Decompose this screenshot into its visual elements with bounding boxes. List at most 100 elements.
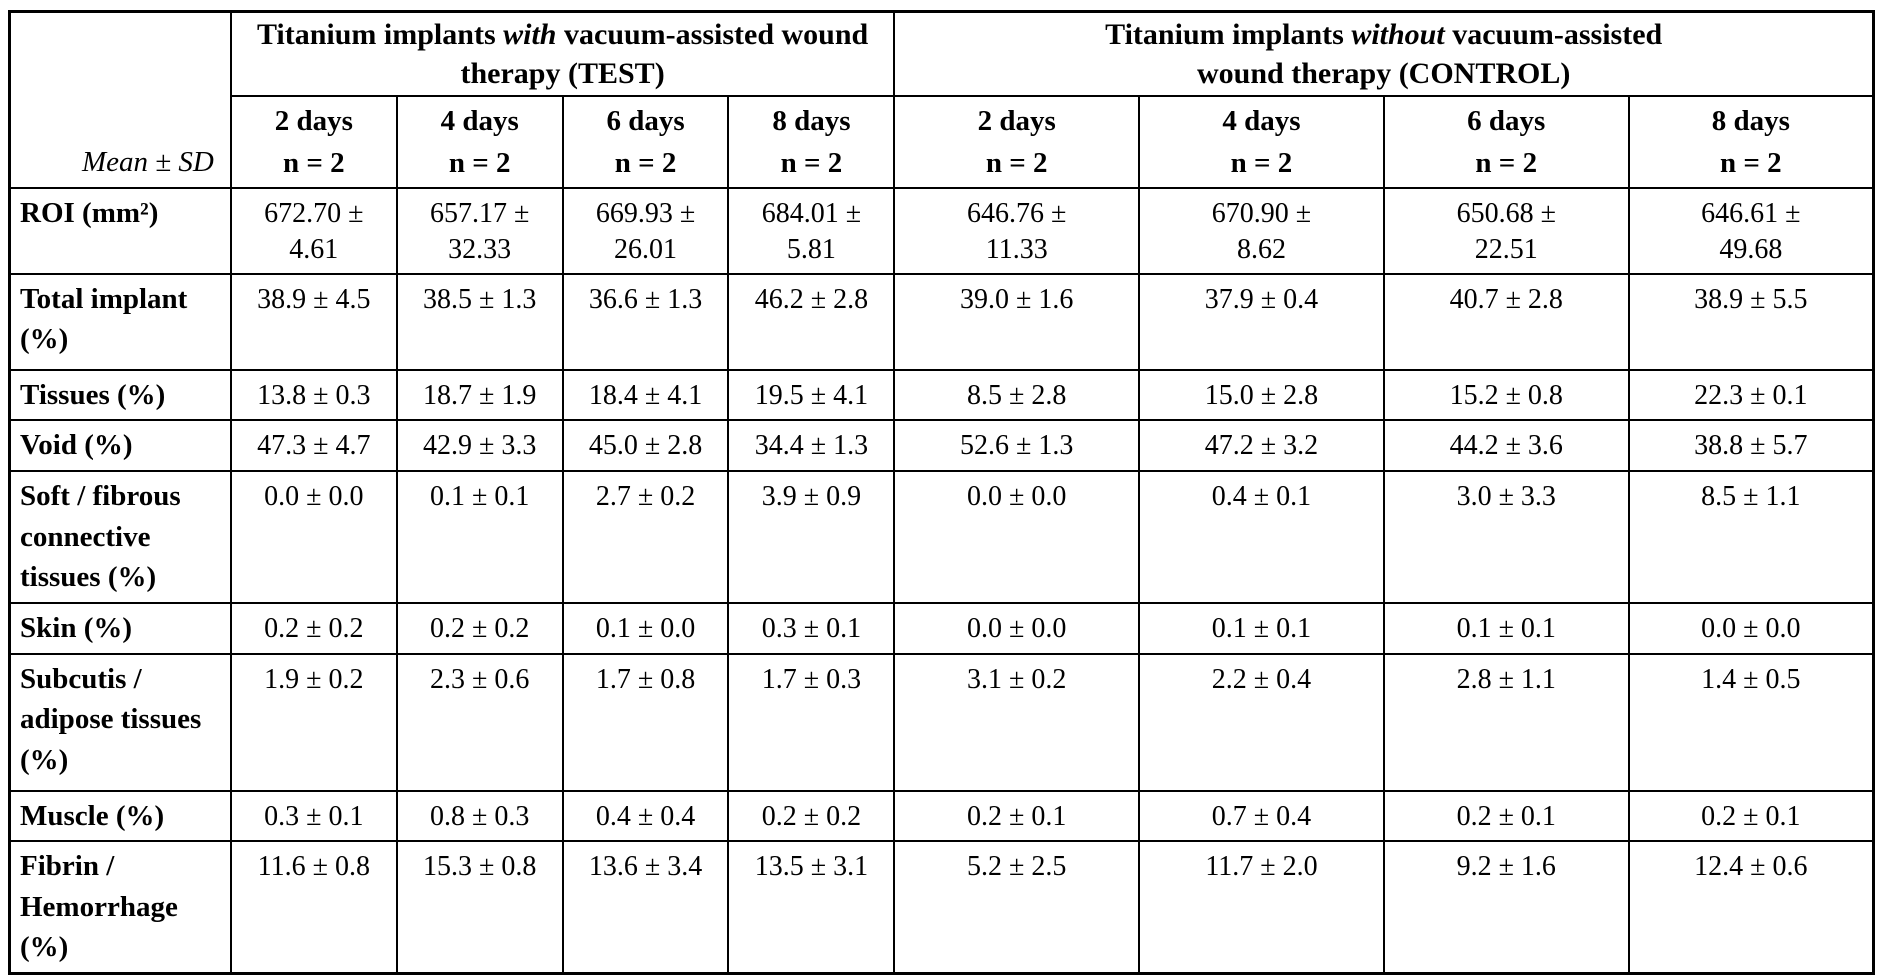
data-cell: 0.0 ± 0.0 — [893, 469, 1141, 604]
data-cell: 1.7 ± 0.3 — [727, 652, 896, 792]
corner-cell: Mean ± SD — [8, 10, 232, 189]
data-cell: 0.2 ± 0.1 — [1627, 789, 1875, 843]
data-cell: 2.7 ± 0.2 — [561, 469, 730, 604]
data-cell: 46.2 ± 2.8 — [727, 272, 896, 371]
data-cell: 0.2 ± 0.2 — [727, 789, 896, 843]
data-cell: 8.5 ± 2.8 — [893, 368, 1141, 422]
data-cell: 0.2 ± 0.1 — [893, 789, 1141, 843]
data-cell: 0.4 ± 0.1 — [1138, 469, 1385, 604]
data-cell: 0.2 ± 0.2 — [229, 601, 398, 655]
data-cell: 18.4 ± 4.1 — [561, 368, 730, 422]
row-label: Muscle (%) — [8, 789, 232, 843]
data-cell: 670.90 ± 8.62 — [1138, 187, 1385, 275]
data-cell: 1.7 ± 0.8 — [561, 652, 730, 792]
results-table: Mean ± SD Titanium implants with vacuum-… — [8, 10, 1875, 975]
data-cell: 13.6 ± 3.4 — [561, 840, 730, 975]
table-row: Muscle (%) 0.3 ± 0.1 0.8 ± 0.3 0.4 ± 0.4… — [8, 789, 1875, 843]
column-header-row: 2 days n = 2 4 days n = 2 6 days n = 2 8… — [10, 95, 1875, 189]
data-cell: 13.5 ± 3.1 — [727, 840, 896, 975]
data-cell: 15.0 ± 2.8 — [1138, 368, 1385, 422]
column-header-control-8days: 8 days n = 2 — [1627, 95, 1875, 189]
table-row: Tissues (%) 13.8 ± 0.3 18.7 ± 1.9 18.4 ±… — [8, 368, 1875, 422]
data-cell: 0.2 ± 0.2 — [395, 601, 564, 655]
data-cell: 0.0 ± 0.0 — [1627, 601, 1875, 655]
data-cell: 0.1 ± 0.0 — [561, 601, 730, 655]
table-row: Skin (%) 0.2 ± 0.2 0.2 ± 0.2 0.1 ± 0.0 0… — [8, 601, 1875, 655]
row-label: Skin (%) — [8, 601, 232, 655]
data-cell: 42.9 ± 3.3 — [395, 419, 564, 472]
data-cell: 38.8 ± 5.7 — [1627, 419, 1875, 472]
data-cell: 684.01 ± 5.81 — [727, 187, 896, 275]
data-cell: 0.0 ± 0.0 — [229, 469, 398, 604]
row-label: ROI (mm²) — [8, 187, 232, 275]
data-cell: 15.2 ± 0.8 — [1382, 368, 1630, 422]
data-cell: 1.9 ± 0.2 — [229, 652, 398, 792]
data-cell: 3.9 ± 0.9 — [727, 469, 896, 604]
table-row: Soft / fibrous connective tissues (%) 0.… — [8, 469, 1875, 604]
data-cell: 2.8 ± 1.1 — [1382, 652, 1630, 792]
data-cell: 9.2 ± 1.6 — [1382, 840, 1630, 975]
data-cell: 18.7 ± 1.9 — [395, 368, 564, 422]
data-cell: 0.3 ± 0.1 — [229, 789, 398, 843]
column-header-control-6days: 6 days n = 2 — [1382, 95, 1630, 189]
data-cell: 37.9 ± 0.4 — [1138, 272, 1385, 371]
data-cell: 0.0 ± 0.0 — [893, 601, 1141, 655]
data-cell: 11.7 ± 2.0 — [1138, 840, 1385, 975]
row-label: Fibrin / Hemorrhage (%) — [8, 840, 232, 975]
data-cell: 0.3 ± 0.1 — [727, 601, 896, 655]
row-label: Total implant (%) — [8, 272, 232, 371]
data-cell: 40.7 ± 2.8 — [1382, 272, 1630, 371]
group-title-italic: with — [503, 18, 557, 51]
data-cell: 0.1 ± 0.1 — [395, 469, 564, 604]
data-cell: 0.1 ± 0.1 — [1382, 601, 1630, 655]
table-row: ROI (mm²) 672.70 ± 4.61 657.17 ± 32.33 6… — [8, 187, 1875, 275]
data-cell: 1.4 ± 0.5 — [1627, 652, 1875, 792]
row-label: Void (%) — [8, 419, 232, 472]
data-cell: 669.93 ± 26.01 — [561, 187, 730, 275]
control-group-header: Titanium implants without vacuum-assiste… — [893, 10, 1875, 97]
data-cell: 0.4 ± 0.4 — [561, 789, 730, 843]
data-cell: 34.4 ± 1.3 — [727, 419, 896, 472]
data-cell: 646.76 ± 11.33 — [893, 187, 1141, 275]
data-cell: 0.8 ± 0.3 — [395, 789, 564, 843]
data-cell: 0.7 ± 0.4 — [1138, 789, 1385, 843]
table-row: Void (%) 47.3 ± 4.7 42.9 ± 3.3 45.0 ± 2.… — [8, 419, 1875, 472]
group-title-text: vacuum-assisted wound therapy (TEST) — [460, 18, 869, 90]
data-cell: 11.6 ± 0.8 — [229, 840, 398, 975]
data-cell: 646.61 ± 49.68 — [1627, 187, 1875, 275]
data-cell: 0.2 ± 0.1 — [1382, 789, 1630, 843]
group-title-text: vacuum-assisted wound therapy (CONTROL) — [1196, 18, 1663, 90]
column-header-test-8days: 8 days n = 2 — [727, 95, 896, 189]
data-cell: 2.2 ± 0.4 — [1138, 652, 1385, 792]
table-row: Subcutis / adipose tissues (%) 1.9 ± 0.2… — [8, 652, 1875, 792]
data-cell: 44.2 ± 3.6 — [1382, 419, 1630, 472]
row-label: Subcutis / adipose tissues (%) — [8, 652, 232, 792]
data-cell: 650.68 ± 22.51 — [1382, 187, 1630, 275]
data-cell: 8.5 ± 1.1 — [1627, 469, 1875, 604]
column-header-control-2days: 2 days n = 2 — [893, 95, 1141, 189]
row-label: Soft / fibrous connective tissues (%) — [8, 469, 232, 604]
column-header-test-4days: 4 days n = 2 — [395, 95, 564, 189]
column-header-test-6days: 6 days n = 2 — [561, 95, 730, 189]
data-cell: 13.8 ± 0.3 — [229, 368, 398, 422]
group-title-text: Titanium implants — [1105, 18, 1352, 51]
data-cell: 52.6 ± 1.3 — [893, 419, 1141, 472]
data-cell: 15.3 ± 0.8 — [395, 840, 564, 975]
data-cell: 2.3 ± 0.6 — [395, 652, 564, 792]
data-cell: 672.70 ± 4.61 — [229, 187, 398, 275]
data-cell: 38.5 ± 1.3 — [395, 272, 564, 371]
data-cell: 5.2 ± 2.5 — [893, 840, 1141, 975]
group-header-row: Mean ± SD Titanium implants with vacuum-… — [8, 10, 1875, 189]
table-body: ROI (mm²) 672.70 ± 4.61 657.17 ± 32.33 6… — [8, 187, 1875, 975]
data-cell: 19.5 ± 4.1 — [727, 368, 896, 422]
data-cell: 0.1 ± 0.1 — [1138, 601, 1385, 655]
data-cell: 36.6 ± 1.3 — [561, 272, 730, 371]
test-group-header: Titanium implants with vacuum-assisted w… — [229, 10, 896, 97]
data-cell: 3.1 ± 0.2 — [893, 652, 1141, 792]
data-cell: 3.0 ± 3.3 — [1382, 469, 1630, 604]
column-header-control-4days: 4 days n = 2 — [1138, 95, 1385, 189]
row-label: Tissues (%) — [8, 368, 232, 422]
group-title-text: Titanium implants — [256, 18, 504, 51]
data-cell: 38.9 ± 4.5 — [229, 272, 398, 371]
